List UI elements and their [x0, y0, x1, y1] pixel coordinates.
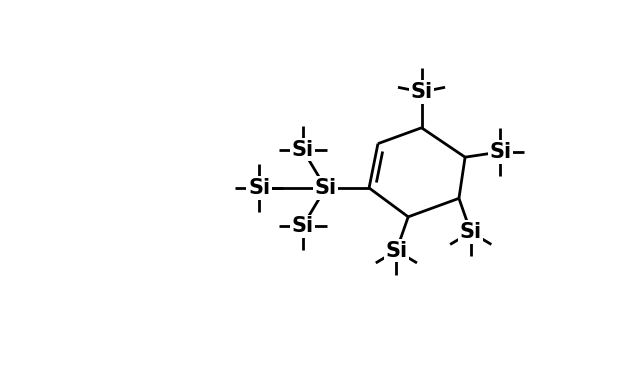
Text: Si: Si [490, 142, 511, 162]
Text: Si: Si [315, 178, 337, 198]
Text: Si: Si [292, 140, 314, 160]
Text: Si: Si [410, 82, 433, 102]
Text: Si: Si [292, 216, 314, 236]
Text: Si: Si [248, 178, 270, 198]
Text: Si: Si [385, 240, 408, 261]
Text: Si: Si [460, 222, 482, 242]
